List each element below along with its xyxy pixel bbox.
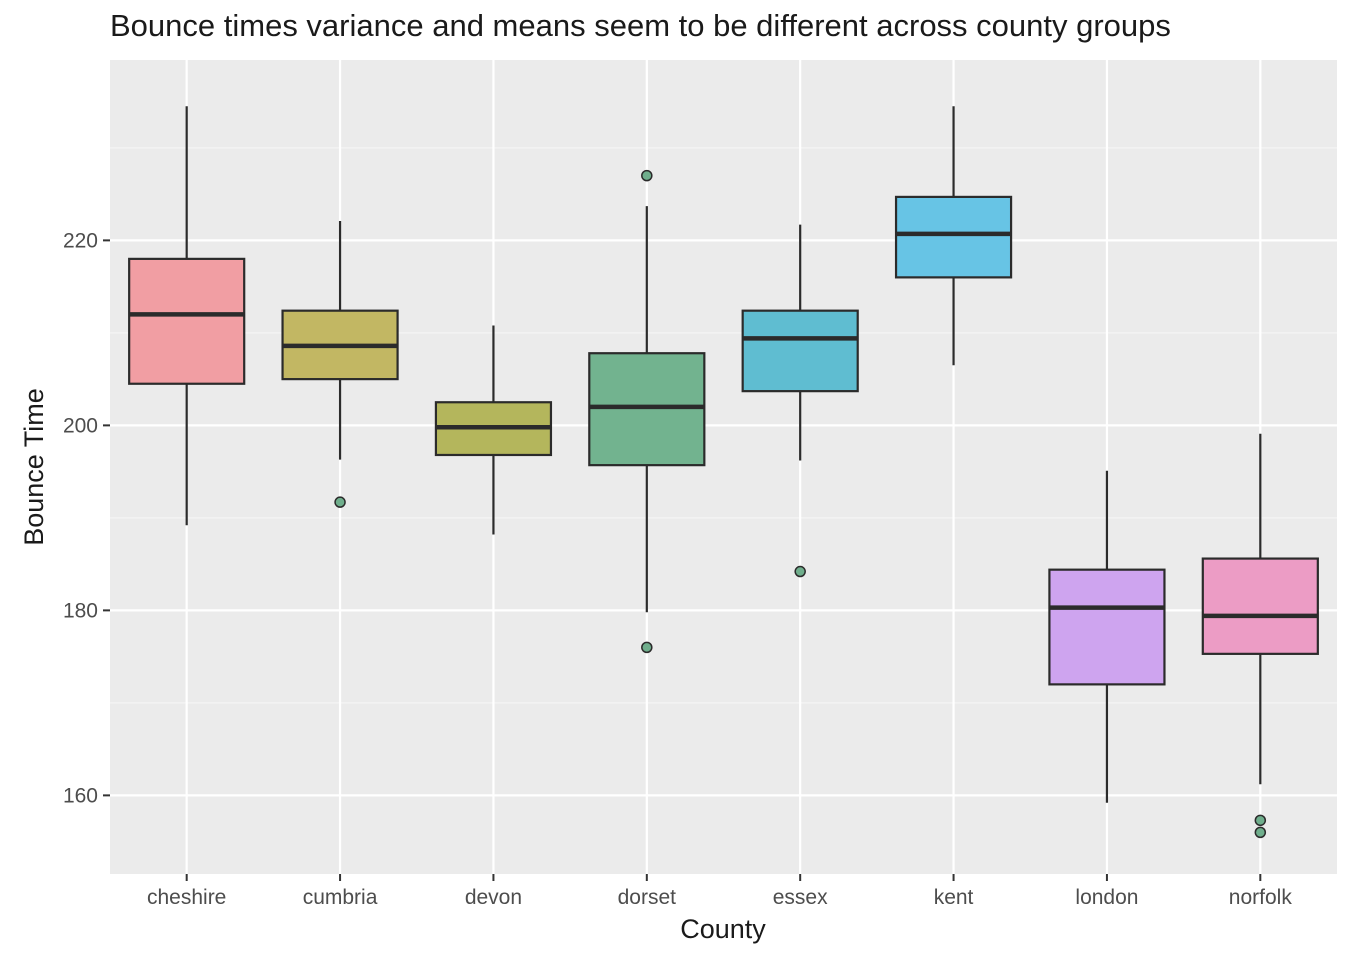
x-axis-title: County	[680, 914, 766, 944]
box-iqr	[128, 257, 246, 385]
x-tick-label: essex	[773, 886, 828, 909]
box-cheshire	[128, 106, 246, 526]
box-essex	[741, 224, 859, 578]
outlier-point	[641, 169, 653, 182]
outlier-point	[641, 641, 653, 654]
x-tick-label: cumbria	[303, 886, 378, 909]
x-tick-label: london	[1075, 886, 1138, 909]
box-norfolk	[1201, 433, 1319, 839]
y-axis-title: Bounce Time	[19, 388, 49, 546]
box-iqr	[741, 309, 859, 393]
y-tick-label: 220	[63, 229, 98, 252]
x-tick-label: dorset	[618, 886, 677, 909]
box-iqr	[588, 352, 706, 467]
x-tick-label: norfolk	[1229, 886, 1293, 909]
x-tick-label: cheshire	[147, 886, 226, 909]
plot-panel	[110, 60, 1337, 874]
box-cumbria	[281, 220, 399, 508]
axes: 160 180 200 220 cheshire cumbria devon dorset es…	[63, 229, 1292, 909]
y-tick-label: 180	[63, 599, 98, 622]
boxes	[128, 106, 1319, 839]
box-dorset	[588, 169, 706, 654]
outlier-point	[1254, 814, 1267, 827]
x-tick-label: devon	[465, 886, 522, 909]
x-tick-label: kent	[934, 886, 974, 909]
box-iqr	[1048, 568, 1166, 686]
outlier-point	[334, 496, 346, 508]
box-kent	[894, 106, 1013, 366]
outlier-point	[1254, 826, 1267, 839]
chart-title: Bounce times variance and means seem to …	[110, 8, 1171, 43]
box-devon	[434, 325, 553, 535]
box-london	[1048, 470, 1166, 803]
outlier-point	[794, 565, 806, 578]
box-iqr	[1201, 557, 1319, 655]
y-tick-label: 160	[63, 784, 98, 807]
y-tick-label: 200	[63, 414, 98, 437]
box-iqr	[894, 195, 1013, 279]
